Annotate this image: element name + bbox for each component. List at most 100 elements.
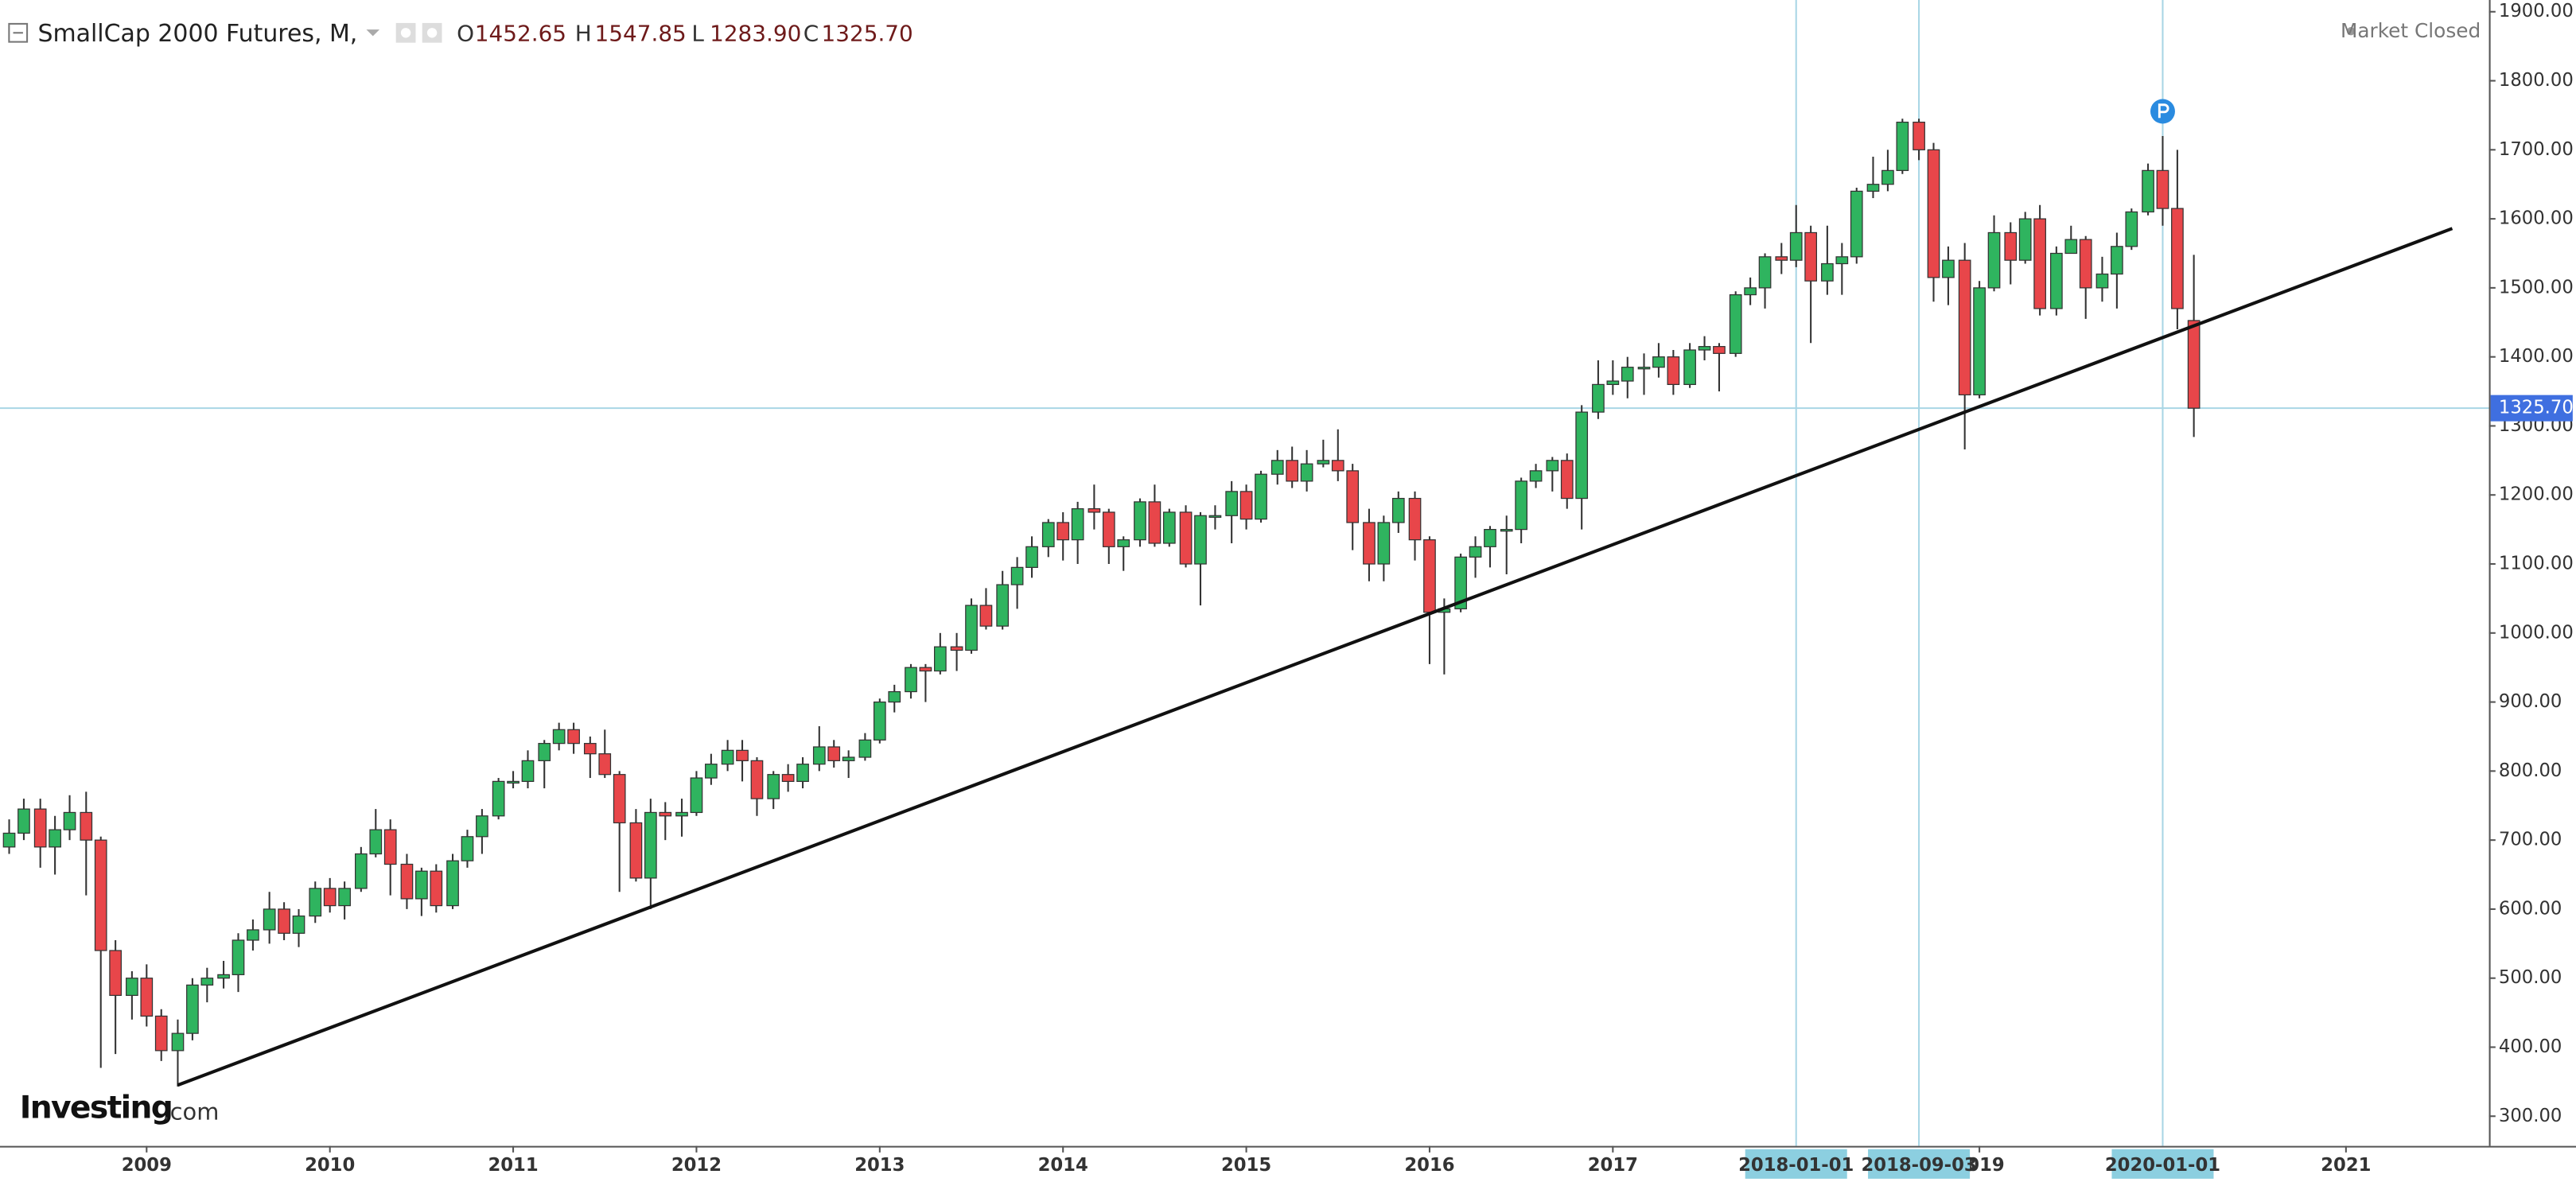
candle-body bbox=[996, 584, 1010, 627]
last-price-box bbox=[2490, 395, 2573, 422]
candle-body bbox=[1515, 480, 1527, 531]
date-label: 2018-09-03 bbox=[1861, 1155, 1976, 1176]
candle-body bbox=[2111, 246, 2123, 275]
candle-body bbox=[721, 749, 734, 765]
candle-body bbox=[933, 646, 947, 672]
candle-body bbox=[2156, 169, 2169, 209]
candle-body bbox=[1789, 231, 1803, 261]
candle-body bbox=[1560, 460, 1574, 500]
y-tick-label: 600.00 bbox=[2499, 898, 2562, 919]
x-tick-label: 2015 bbox=[1221, 1155, 1271, 1176]
ohlc-key: L bbox=[691, 20, 704, 46]
x-tick-label: 2012 bbox=[671, 1155, 722, 1176]
market-status: Market Closed bbox=[2341, 19, 2481, 42]
axes: 300.00 400.00 500.00 600.00 700.00 800.00 900.… bbox=[122, 1, 2574, 1179]
candle-body bbox=[1744, 287, 1757, 296]
candle-body bbox=[1423, 539, 1436, 613]
candle-body bbox=[1469, 546, 1482, 558]
overlay: Market Closed Investing .com bbox=[20, 19, 2481, 1126]
candle-body bbox=[1331, 460, 1344, 472]
candle-body bbox=[2033, 218, 2046, 309]
candle-body bbox=[1194, 515, 1207, 565]
candle-body bbox=[1286, 460, 1299, 482]
candle-body bbox=[1408, 497, 1422, 541]
logo-suffix: .com bbox=[162, 1098, 219, 1125]
candle-body bbox=[613, 774, 626, 824]
candle-body bbox=[1758, 256, 1772, 289]
candle-body bbox=[1652, 356, 1665, 368]
x-tick-label: 2010 bbox=[305, 1155, 355, 1176]
candle-body bbox=[979, 605, 993, 627]
candle-body bbox=[1835, 256, 1849, 265]
candle-body bbox=[278, 908, 290, 934]
candle-body bbox=[171, 1032, 185, 1052]
event-marker[interactable] bbox=[2150, 99, 2175, 124]
collapse-icon[interactable] bbox=[8, 22, 29, 43]
plot-area bbox=[0, 0, 2489, 1146]
candle-body bbox=[1041, 522, 1055, 547]
y-tick-label: 1400.00 bbox=[2499, 346, 2574, 367]
candle-body bbox=[1775, 256, 1788, 261]
y-tick-label: 1800.00 bbox=[2499, 70, 2574, 91]
candle-body bbox=[1987, 231, 2001, 289]
candle-body bbox=[2125, 211, 2138, 247]
candle-body bbox=[1162, 511, 1176, 544]
candle-body bbox=[2, 832, 16, 848]
candle-body bbox=[1317, 460, 1330, 465]
x-tick-label: 2016 bbox=[1404, 1155, 1454, 1176]
candle-body bbox=[1010, 566, 1024, 585]
y-tick-label: 1500.00 bbox=[2499, 277, 2574, 297]
candle-body bbox=[842, 756, 855, 761]
candle-body bbox=[873, 701, 886, 741]
candle-body bbox=[1225, 491, 1238, 516]
candle-body bbox=[583, 743, 597, 755]
candle-body bbox=[2004, 231, 2018, 261]
candle-body bbox=[323, 888, 337, 907]
candle-body bbox=[1391, 497, 1405, 523]
event-marker-glyph bbox=[2158, 103, 2169, 119]
date-label-box bbox=[1868, 1149, 1971, 1179]
candle-body bbox=[63, 811, 76, 830]
candle-body bbox=[905, 667, 917, 693]
ohlc-value: 1547.85 bbox=[595, 20, 687, 46]
candle-body bbox=[1117, 539, 1130, 547]
candle-body bbox=[18, 808, 30, 834]
y-tick-label: 1100.00 bbox=[2499, 554, 2574, 574]
y-tick-label: 1700.00 bbox=[2499, 139, 2574, 160]
candle-body bbox=[1881, 169, 1894, 185]
date-label: 2018-01-01 bbox=[1738, 1155, 1854, 1176]
candle-body bbox=[1804, 231, 1817, 282]
candle-body bbox=[309, 888, 322, 917]
candle-body bbox=[1913, 121, 1925, 150]
candle-body bbox=[1621, 367, 1634, 382]
candle-body bbox=[232, 939, 245, 975]
candle-body bbox=[567, 729, 580, 745]
candle-body bbox=[2050, 252, 2063, 309]
candle-body bbox=[80, 811, 93, 841]
candle-body bbox=[1683, 349, 1696, 385]
y-tick-label: 1000.00 bbox=[2499, 622, 2574, 643]
date-label-box bbox=[1745, 1149, 1847, 1179]
candle-body bbox=[705, 764, 718, 779]
candle-body bbox=[1667, 356, 1680, 385]
candle-body bbox=[690, 777, 703, 814]
candle-body bbox=[1088, 507, 1101, 513]
candle-body bbox=[1025, 546, 1038, 568]
x-tick-label: 2011 bbox=[488, 1155, 538, 1176]
candle-body bbox=[292, 915, 305, 934]
candle-body bbox=[200, 978, 214, 986]
y-tick-label: 700.00 bbox=[2499, 830, 2562, 850]
candle-body bbox=[1056, 522, 1070, 541]
y-tick-label: 1600.00 bbox=[2499, 208, 2574, 229]
candle-body bbox=[461, 836, 474, 861]
candle-body bbox=[1208, 515, 1222, 518]
candle-body bbox=[1592, 383, 1605, 413]
candle-body bbox=[1866, 184, 1880, 192]
ohlc-value: 1325.70 bbox=[822, 20, 913, 46]
candle-body bbox=[781, 774, 795, 783]
dropdown-icon[interactable] bbox=[366, 29, 380, 37]
x-tick-label: 2013 bbox=[854, 1155, 905, 1176]
candle-body bbox=[2171, 208, 2184, 309]
y-tick-label: 300.00 bbox=[2499, 1106, 2562, 1126]
